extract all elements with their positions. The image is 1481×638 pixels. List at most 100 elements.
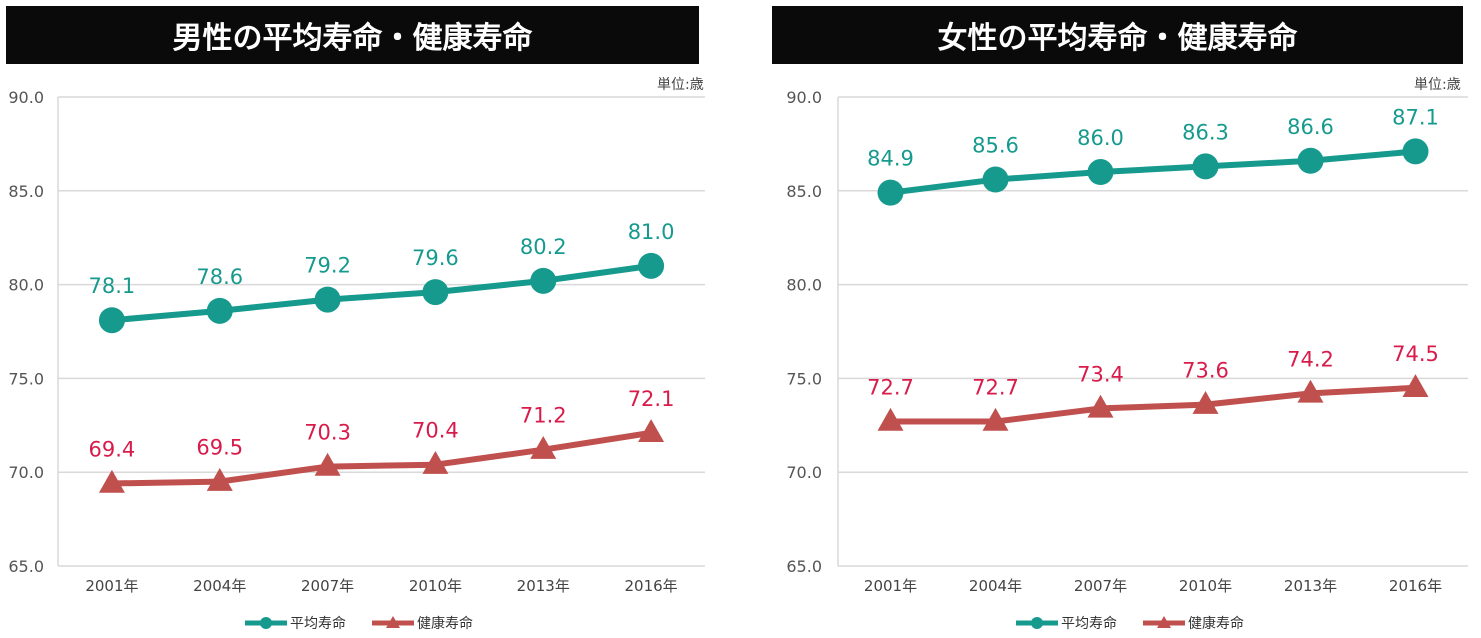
data-label: 70.3 [304, 421, 351, 445]
legend-item: 健康寿命 [372, 615, 473, 632]
data-label: 74.2 [1287, 347, 1334, 371]
x-tick-label: 2013年 [517, 577, 570, 595]
data-label: 73.4 [1077, 362, 1124, 386]
unit-label: 単位:歳 [1414, 77, 1461, 93]
data-point [638, 419, 665, 443]
data-label: 72.1 [628, 387, 675, 411]
data-point [98, 307, 125, 334]
legend-item: 平均寿命 [1016, 615, 1117, 632]
data-point [982, 166, 1009, 193]
legend-marker [260, 617, 272, 629]
data-label: 84.9 [867, 147, 914, 171]
data-label: 86.6 [1287, 115, 1334, 139]
data-point [1087, 394, 1114, 418]
x-tick-label: 2007年 [1074, 577, 1127, 595]
series-kenko-jumyo: 69.4 69.5 70.3 70.4 71.2 72.1 [89, 387, 675, 493]
data-point [314, 286, 341, 313]
legend-label: 健康寿命 [417, 615, 473, 632]
x-tick-label: 2016年 [624, 577, 677, 595]
data-point [877, 407, 904, 431]
y-tick-label: 70.0 [786, 463, 822, 482]
data-label: 73.6 [1182, 359, 1229, 383]
data-point [982, 407, 1009, 431]
data-label: 78.1 [89, 274, 136, 298]
x-tick-label: 2004年 [193, 577, 246, 595]
y-tick-label: 70.0 [8, 463, 44, 482]
series-heikin-jumyo: 84.9 85.6 86.0 86.3 86.6 87.1 [867, 105, 1439, 206]
data-label: 85.6 [972, 134, 1019, 158]
legend: 平均寿命 健康寿命 [245, 615, 473, 632]
data-label: 81.0 [628, 220, 675, 244]
data-point [1192, 391, 1219, 414]
series-heikin-jumyo: 78.1 78.6 79.2 79.6 80.2 81.0 [89, 220, 675, 334]
y-tick-label: 85.0 [786, 182, 822, 201]
data-point [1192, 153, 1219, 180]
data-point [314, 452, 341, 476]
data-label: 72.7 [972, 376, 1019, 400]
data-label: 86.3 [1182, 120, 1229, 144]
y-tick-label: 90.0 [786, 88, 822, 107]
y-tick-label: 75.0 [786, 369, 822, 388]
y-tick-label: 80.0 [8, 276, 44, 295]
legend-label: 平均寿命 [290, 615, 346, 632]
legend-label: 平均寿命 [1061, 615, 1117, 632]
data-label: 72.7 [867, 376, 914, 400]
series-line [111, 262, 652, 324]
y-tick-label: 65.0 [8, 557, 44, 576]
data-point [206, 297, 233, 324]
legend-item: 健康寿命 [1143, 615, 1244, 632]
data-label: 69.5 [196, 436, 243, 460]
data-point [1402, 138, 1429, 165]
data-point [206, 467, 233, 491]
x-axis: 2001年 2004年 2007年 2010年 2013年 2016年 [85, 577, 677, 595]
data-label: 78.6 [196, 265, 243, 289]
data-label: 80.2 [520, 235, 567, 259]
data-label: 79.6 [412, 246, 459, 270]
chart-title: 女性の平均寿命・健康寿命 [772, 6, 1463, 64]
legend-marker [1031, 617, 1043, 629]
data-point [422, 451, 449, 474]
legend-label: 健康寿命 [1188, 615, 1244, 632]
male-chart-panel: 男性の平均寿命・健康寿命 単位:歳 90.0 85.0 80.0 75.0 70.0 65… [0, 0, 740, 638]
legend-item: 平均寿命 [245, 615, 346, 632]
data-label: 74.5 [1392, 342, 1439, 366]
female-chart-panel: 女性の平均寿命・健康寿命 単位:歳 90.0 85.0 80.0 75.0 70.0 65… [740, 0, 1480, 638]
female-line-chart: 90.0 85.0 80.0 75.0 70.0 65.0 2001年 2004年 2007年 2… [786, 88, 1468, 632]
x-tick-label: 2016年 [1389, 577, 1442, 595]
y-tick-label: 85.0 [8, 182, 44, 201]
x-tick-label: 2007年 [301, 577, 354, 595]
x-axis: 2001年 2004年 2007年 2010年 2013年 2016年 [864, 577, 1442, 595]
y-tick-label: 75.0 [8, 369, 44, 388]
legend-marker [1157, 616, 1171, 628]
data-label: 86.0 [1077, 126, 1124, 150]
data-point [1402, 374, 1429, 398]
data-point [1297, 379, 1324, 403]
data-point [530, 267, 557, 294]
x-tick-label: 2004年 [969, 577, 1022, 595]
x-tick-label: 2013年 [1284, 577, 1337, 595]
data-point [1297, 147, 1324, 174]
y-tick-label: 80.0 [786, 276, 822, 295]
legend-marker [386, 616, 400, 628]
y-tick-label: 90.0 [8, 88, 44, 107]
series-line [890, 148, 1416, 196]
x-tick-label: 2001年 [85, 577, 138, 595]
series-line [890, 384, 1416, 425]
chart-title: 男性の平均寿命・健康寿命 [6, 6, 699, 64]
data-label: 70.4 [412, 419, 459, 443]
data-point [877, 179, 904, 206]
data-point [422, 279, 449, 306]
data-point [530, 436, 557, 459]
data-point [1087, 159, 1114, 186]
data-label: 87.1 [1392, 105, 1439, 129]
x-tick-label: 2010年 [409, 577, 462, 595]
series-line [111, 429, 652, 487]
x-tick-label: 2001年 [864, 577, 917, 595]
data-label: 79.2 [304, 254, 351, 278]
data-point [98, 469, 125, 493]
y-tick-label: 65.0 [786, 557, 822, 576]
y-axis: 90.0 85.0 80.0 75.0 70.0 65.0 [786, 88, 1468, 576]
legend: 平均寿命 健康寿命 [1016, 615, 1244, 632]
data-label: 71.2 [520, 404, 567, 428]
